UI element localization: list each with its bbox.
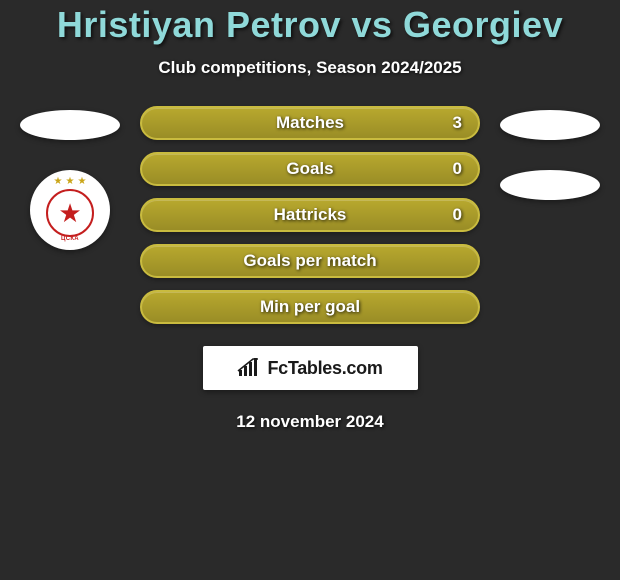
stat-bar-goals: Goals 0 <box>140 152 480 186</box>
stat-label: Hattricks <box>274 205 347 225</box>
stat-label: Goals per match <box>243 251 376 271</box>
player-placeholder-left <box>20 110 120 140</box>
badge-stars: ★ ★ ★ <box>54 176 87 187</box>
stat-label: Min per goal <box>260 297 360 317</box>
stat-bar-matches: Matches 3 <box>140 106 480 140</box>
date-text: 12 november 2024 <box>0 412 620 432</box>
stat-value: 3 <box>453 113 462 133</box>
stat-value: 0 <box>453 159 462 179</box>
star-icon: ★ <box>77 176 86 187</box>
right-column <box>500 106 600 200</box>
bar-chart-icon <box>237 358 261 378</box>
main-row: ★ ★ ★ ★ ЦСКА Matches 3 Goals 0 Hattricks <box>0 106 620 324</box>
stat-bar-hattricks: Hattricks 0 <box>140 198 480 232</box>
star-icon: ★ <box>66 176 75 187</box>
page-subtitle: Club competitions, Season 2024/2025 <box>0 58 620 78</box>
comparison-card: Hristiyan Petrov vs Georgiev Club compet… <box>0 0 620 432</box>
badge-ring: ★ <box>46 189 94 237</box>
badge-center-star-icon: ★ <box>58 200 81 226</box>
player-placeholder-right <box>500 110 600 140</box>
stat-label: Goals <box>286 159 333 179</box>
club-badge-left: ★ ★ ★ ★ ЦСКА <box>30 170 110 250</box>
page-title: Hristiyan Petrov vs Georgiev <box>0 4 620 46</box>
stat-bars: Matches 3 Goals 0 Hattricks 0 Goals per … <box>140 106 480 324</box>
stat-value: 0 <box>453 205 462 225</box>
star-icon: ★ <box>54 176 63 187</box>
stat-bar-min-per-goal: Min per goal <box>140 290 480 324</box>
badge-abbr: ЦСКА <box>61 236 79 242</box>
site-name: FcTables.com <box>267 358 382 379</box>
stat-bar-goals-per-match: Goals per match <box>140 244 480 278</box>
stat-label: Matches <box>276 113 344 133</box>
club-placeholder-right <box>500 170 600 200</box>
left-column: ★ ★ ★ ★ ЦСКА <box>20 106 120 250</box>
site-logo: FcTables.com <box>203 346 418 390</box>
